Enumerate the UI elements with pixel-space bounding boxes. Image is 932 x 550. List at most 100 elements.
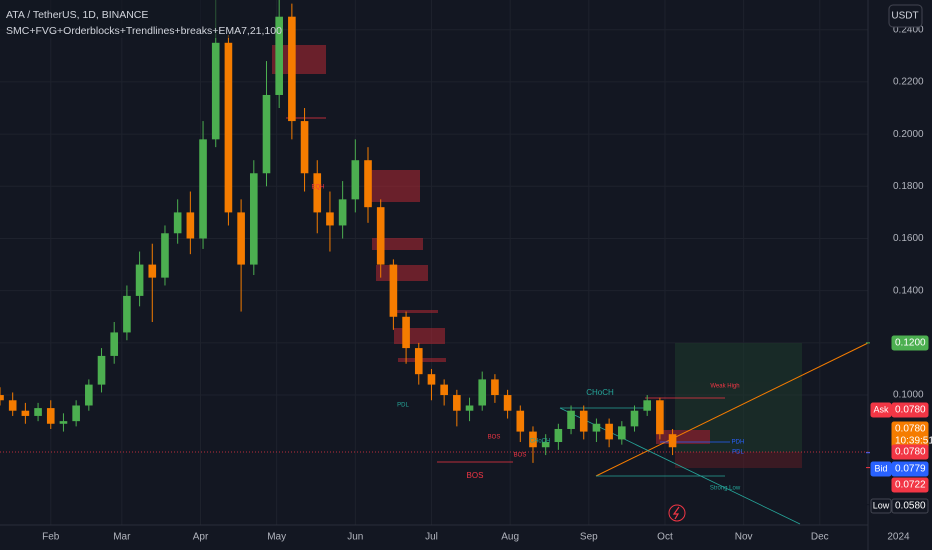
trendline bbox=[595, 342, 869, 477]
candle-body bbox=[351, 160, 360, 200]
candle-body bbox=[161, 233, 169, 278]
candle-body bbox=[567, 410, 575, 429]
candle-body bbox=[85, 384, 93, 406]
candle-body bbox=[376, 207, 385, 265]
price-label-box bbox=[891, 444, 929, 460]
candle-body bbox=[21, 410, 30, 416]
price-label: 0.0580 bbox=[895, 501, 926, 512]
candles bbox=[0, 0, 677, 463]
candle-body bbox=[516, 410, 525, 432]
candle-body bbox=[453, 395, 461, 411]
price-tag: Low bbox=[873, 500, 890, 510]
annotation: PDL bbox=[732, 450, 744, 456]
candle-body bbox=[478, 379, 487, 406]
annotation: CHoCH bbox=[530, 439, 551, 445]
candle-body bbox=[249, 173, 258, 265]
annotation: CHoCH bbox=[586, 388, 614, 397]
candle-body bbox=[326, 212, 334, 226]
price-label-box bbox=[891, 402, 929, 418]
price-label: 0.1200 bbox=[895, 338, 926, 349]
x-tick-label: Oct bbox=[657, 532, 673, 543]
order-block bbox=[368, 170, 420, 202]
annotation: Weak High bbox=[710, 384, 739, 390]
price-tag-box bbox=[870, 498, 892, 514]
order-block bbox=[390, 310, 438, 313]
y-tick-label: 0.1400 bbox=[893, 285, 924, 296]
candle-body bbox=[414, 348, 423, 375]
symbol-title: ATA / TetherUS, 1D, BINANCE bbox=[6, 9, 148, 21]
candle-body bbox=[668, 434, 677, 448]
candle-body bbox=[46, 408, 55, 424]
candle-body bbox=[554, 428, 563, 443]
price-label-box bbox=[891, 498, 929, 514]
candle-body bbox=[592, 423, 601, 432]
order-block bbox=[372, 238, 423, 250]
candle-body bbox=[618, 426, 626, 440]
annotation: EQH bbox=[311, 185, 324, 191]
price-label: 0.0780 bbox=[895, 424, 926, 435]
candle-body bbox=[491, 379, 499, 396]
y-tick-label: 0.2400 bbox=[893, 24, 924, 35]
y-tick-label: 0.2000 bbox=[893, 129, 924, 140]
currency-label[interactable]: USDT bbox=[891, 11, 918, 22]
annotation: BOS bbox=[467, 471, 484, 480]
alert-icon[interactable] bbox=[668, 504, 686, 522]
currency-button[interactable] bbox=[888, 4, 923, 28]
annotation: PDL bbox=[397, 403, 409, 409]
candle-body bbox=[529, 431, 537, 448]
candle-body bbox=[237, 212, 245, 265]
price-tag: Bid bbox=[874, 463, 887, 473]
candle-body bbox=[389, 264, 398, 317]
order-block bbox=[376, 265, 428, 281]
x-tick-label: Mar bbox=[113, 532, 131, 543]
price-countdown: 10:39:51 bbox=[895, 436, 932, 447]
x-tick-label: Apr bbox=[193, 532, 209, 543]
x-tick-label: Sep bbox=[580, 532, 598, 543]
price-label: 0.0780 bbox=[895, 447, 926, 458]
candle-body bbox=[656, 400, 664, 435]
y-tick-label: 0.2200 bbox=[893, 77, 924, 88]
price-label-box bbox=[891, 461, 929, 477]
candle-body bbox=[503, 395, 512, 411]
candle-body bbox=[605, 423, 613, 440]
candle-body bbox=[173, 212, 182, 234]
alert-bolt bbox=[672, 506, 680, 520]
y-tick-label: 0.1800 bbox=[893, 181, 924, 192]
candle-body bbox=[262, 94, 271, 174]
candle-body bbox=[224, 42, 233, 213]
annotation: BOS bbox=[488, 435, 501, 441]
price-label-box bbox=[891, 477, 929, 493]
candle-body bbox=[97, 355, 106, 385]
candle-body bbox=[110, 332, 119, 356]
candle-body bbox=[643, 400, 651, 411]
candle-body bbox=[579, 410, 588, 432]
candle-body bbox=[34, 408, 42, 416]
price-label: 0.0722 bbox=[895, 480, 926, 491]
candle-body bbox=[275, 16, 283, 95]
candle-body bbox=[288, 16, 296, 122]
annotation: PDH bbox=[732, 440, 745, 446]
header-bg bbox=[0, 0, 240, 38]
price-label: 0.0779 bbox=[895, 464, 926, 475]
candle-body bbox=[402, 316, 410, 349]
candle-body bbox=[0, 395, 4, 401]
x-tick-label: May bbox=[267, 532, 286, 543]
x-tick-label: 2024 bbox=[887, 532, 910, 543]
y-tick-label: 0.1000 bbox=[893, 390, 924, 401]
annotation: BOS bbox=[514, 453, 527, 459]
candle-body bbox=[59, 421, 68, 424]
price-tag: Ask bbox=[873, 404, 889, 414]
y-tick-label: 0.1600 bbox=[893, 233, 924, 244]
candle-body bbox=[135, 264, 144, 296]
annotation: Strong Low bbox=[710, 486, 741, 492]
x-tick-label: Feb bbox=[42, 532, 60, 543]
candle-body bbox=[338, 199, 347, 226]
axes: 0.1000 0.1200 0.1400 0.1600 0.1800 0.2000 0.22… bbox=[42, 24, 932, 542]
stop-zone bbox=[675, 452, 802, 468]
candle-body bbox=[123, 295, 131, 333]
price-label: 0.0780 bbox=[895, 405, 926, 416]
x-tick-label: Jun bbox=[347, 532, 363, 543]
indicator-title: SMC+FVG+Orderblocks+Trendlines+breaks+EM… bbox=[6, 25, 282, 37]
candle-body bbox=[211, 42, 220, 140]
